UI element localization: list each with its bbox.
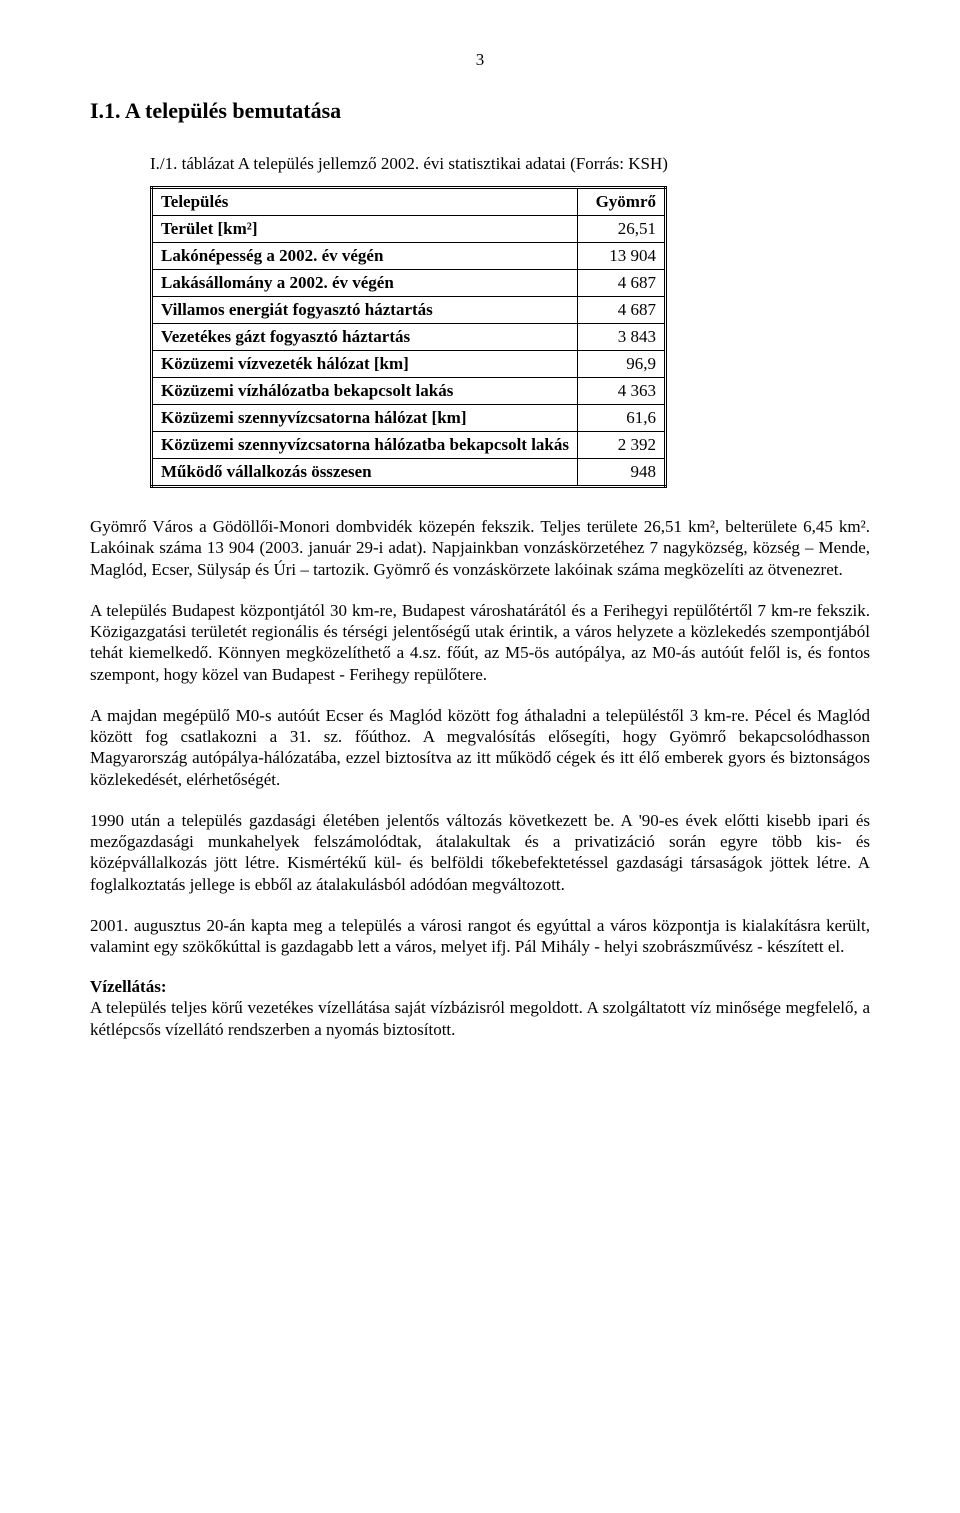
paragraph-3: A majdan megépülő M0-s autóút Ecser és M… <box>90 705 870 790</box>
table-row: Lakónépesség a 2002. év végén13 904 <box>152 243 666 270</box>
table-caption: I./1. táblázat A település jellemző 2002… <box>150 154 870 174</box>
table-cell-value: Gyömrő <box>578 188 666 216</box>
table-cell-value: 4 687 <box>578 270 666 297</box>
table-cell-label: Közüzemi vízvezeték hálózat [km] <box>152 351 578 378</box>
table-cell-value: 13 904 <box>578 243 666 270</box>
document-page: 3 I.1. A település bemutatása I./1. tábl… <box>0 0 960 1120</box>
table-cell-label: Vezetékes gázt fogyasztó háztartás <box>152 324 578 351</box>
table-row: TelepülésGyömrő <box>152 188 666 216</box>
table-cell-value: 4 363 <box>578 378 666 405</box>
table-row: Közüzemi vízvezeték hálózat [km]96,9 <box>152 351 666 378</box>
table-cell-value: 4 687 <box>578 297 666 324</box>
paragraph-6: A település teljes körű vezetékes vízell… <box>90 997 870 1040</box>
table-row: Vezetékes gázt fogyasztó háztartás3 843 <box>152 324 666 351</box>
table-cell-label: Lakásállomány a 2002. év végén <box>152 270 578 297</box>
table-row: Lakásállomány a 2002. év végén4 687 <box>152 270 666 297</box>
table-cell-value: 61,6 <box>578 405 666 432</box>
table-cell-value: 96,9 <box>578 351 666 378</box>
table-cell-label: Közüzemi vízhálózatba bekapcsolt lakás <box>152 378 578 405</box>
subheading-water: Vízellátás: <box>90 977 870 997</box>
table-row: Működő vállalkozás összesen948 <box>152 459 666 487</box>
table-row: Terület [km²]26,51 <box>152 216 666 243</box>
table-cell-label: Közüzemi szennyvízcsatorna hálózatba bek… <box>152 432 578 459</box>
table-row: Közüzemi szennyvízcsatorna hálózat [km]6… <box>152 405 666 432</box>
table-cell-value: 2 392 <box>578 432 666 459</box>
page-number: 3 <box>90 50 870 70</box>
table-cell-value: 26,51 <box>578 216 666 243</box>
table-row: Villamos energiát fogyasztó háztartás4 6… <box>152 297 666 324</box>
table-cell-label: Közüzemi szennyvízcsatorna hálózat [km] <box>152 405 578 432</box>
paragraph-2: A település Budapest központjától 30 km-… <box>90 600 870 685</box>
table-cell-label: Település <box>152 188 578 216</box>
paragraph-4: 1990 után a település gazdasági életében… <box>90 810 870 895</box>
table-cell-value: 948 <box>578 459 666 487</box>
section-heading: I.1. A település bemutatása <box>90 98 870 124</box>
table-cell-label: Villamos energiát fogyasztó háztartás <box>152 297 578 324</box>
table-cell-label: Terület [km²] <box>152 216 578 243</box>
stats-table: TelepülésGyömrőTerület [km²]26,51Lakónép… <box>150 186 667 488</box>
table-cell-label: Lakónépesség a 2002. év végén <box>152 243 578 270</box>
table-row: Közüzemi vízhálózatba bekapcsolt lakás4 … <box>152 378 666 405</box>
paragraph-1: Gyömrő Város a Gödöllői-Monori dombvidék… <box>90 516 870 580</box>
paragraph-5: 2001. augusztus 20-án kapta meg a telepü… <box>90 915 870 958</box>
table-row: Közüzemi szennyvízcsatorna hálózatba bek… <box>152 432 666 459</box>
table-cell-label: Működő vállalkozás összesen <box>152 459 578 487</box>
table-cell-value: 3 843 <box>578 324 666 351</box>
